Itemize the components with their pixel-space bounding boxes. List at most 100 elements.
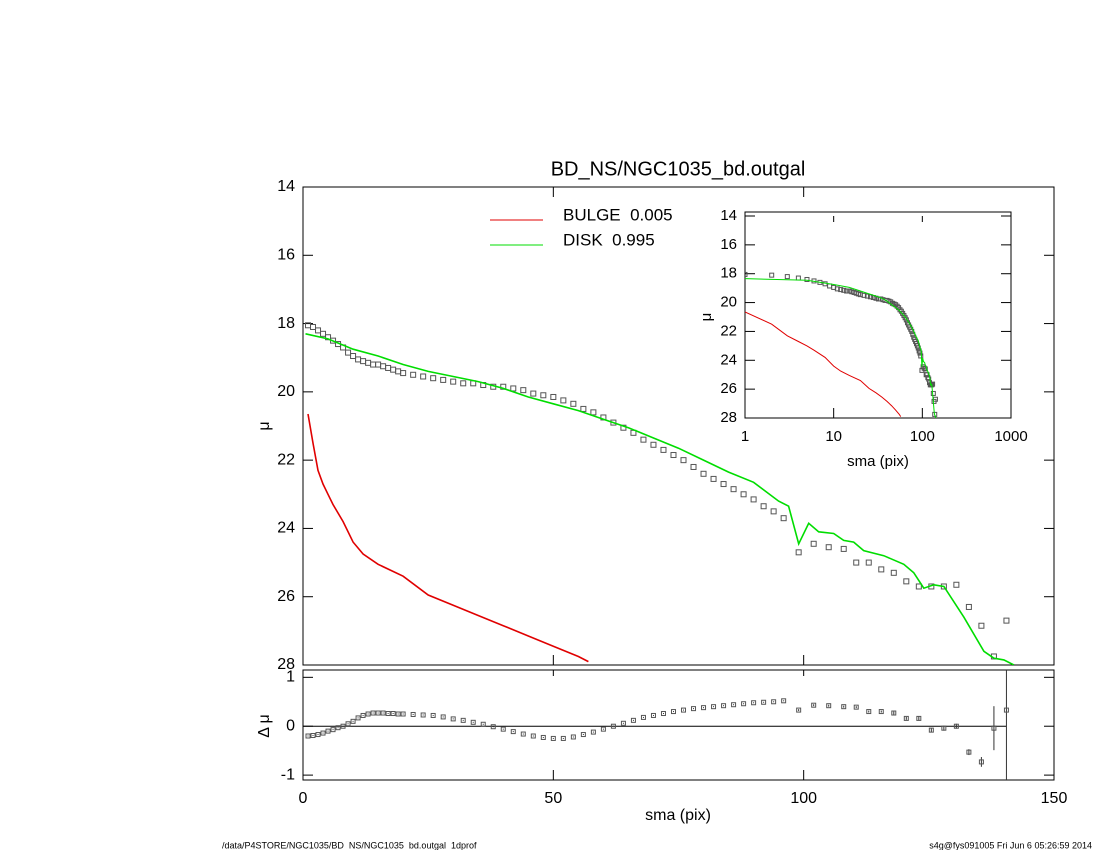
x-tick-label: 1000: [994, 428, 1027, 445]
residual-point: [410, 711, 416, 717]
model-line: [745, 311, 902, 417]
data-point: [520, 387, 527, 394]
residual-point: [560, 735, 566, 741]
model-line: [305, 333, 1015, 665]
residual-point: [978, 759, 984, 765]
residual-point: [400, 711, 406, 717]
data-point: [953, 581, 960, 588]
residual-point: [350, 718, 356, 724]
residual-point: [670, 709, 676, 715]
data-point: [670, 452, 677, 459]
residual-point: [430, 712, 436, 718]
legend-label: DISK 0.995: [563, 230, 655, 249]
x-tick-label: 100: [790, 790, 817, 807]
residual-point: [721, 703, 727, 709]
data-point: [550, 393, 557, 400]
data-point: [540, 392, 547, 399]
residual-point: [826, 703, 832, 709]
data-point: [590, 409, 597, 416]
residual-point: [510, 729, 516, 735]
legend-label: BULGE 0.005: [563, 205, 673, 224]
y-axis-label: μ: [256, 421, 273, 430]
y-tick-label: 24: [277, 520, 295, 537]
residual-point: [470, 719, 476, 725]
residual-point: [650, 712, 656, 718]
residual-point: [355, 715, 361, 721]
y-tick-label: -1: [281, 766, 295, 783]
residual-frame: [302, 669, 1055, 781]
y-tick-label: 24: [720, 351, 737, 368]
data-point: [780, 515, 787, 522]
residual-point: [360, 712, 366, 718]
y-tick-label: 14: [277, 178, 295, 195]
footer-right: s4g@fys091005 Fri Jun 6 05:26:59 2014: [929, 840, 1092, 850]
residual-point: [395, 711, 401, 717]
data-point: [922, 366, 928, 372]
residual-point: [315, 732, 321, 738]
data-point: [903, 578, 910, 585]
x-tick-label: 50: [544, 790, 562, 807]
inset-plot: [745, 271, 938, 418]
data-point: [320, 330, 327, 337]
data-point: [978, 622, 985, 629]
residual-point: [711, 704, 717, 710]
residual-point: [375, 710, 381, 716]
residual-plot: [303, 670, 1009, 780]
y-tick-label: 14: [720, 207, 737, 224]
y-tick-label: 26: [720, 380, 737, 397]
residual-point: [540, 734, 546, 740]
residual-point: [335, 725, 341, 731]
residual-point: [691, 706, 697, 712]
residual-point: [878, 709, 884, 715]
data-point: [345, 349, 352, 356]
data-point: [878, 566, 885, 573]
residual-point: [390, 711, 396, 717]
data-point: [385, 364, 392, 371]
residual-point: [460, 717, 466, 723]
residual-point: [916, 715, 922, 721]
residual-point: [600, 726, 606, 732]
residual-point: [781, 698, 787, 704]
model-line: [745, 278, 937, 418]
data-point: [894, 303, 900, 309]
data-point: [460, 380, 467, 387]
data-point: [355, 356, 362, 363]
residual-point: [325, 728, 331, 734]
data-point: [310, 323, 317, 330]
residual-point: [370, 710, 376, 716]
data-point: [510, 385, 517, 392]
data-point: [838, 287, 844, 293]
residual-point: [991, 725, 997, 731]
residual-point: [866, 709, 872, 715]
data-point: [810, 540, 817, 547]
residual-point: [320, 730, 326, 736]
data-point: [370, 361, 377, 368]
chart-title: BD_NS/NGC1035_bd.outgal: [551, 158, 806, 180]
residual-point: [380, 710, 386, 716]
inset-y-label: μ: [698, 313, 715, 322]
residual-point: [751, 700, 757, 706]
residual-point: [811, 702, 817, 708]
residual-point: [365, 711, 371, 717]
data-point: [1003, 617, 1010, 624]
residual-point: [841, 704, 847, 710]
data-point: [841, 287, 847, 293]
data-point: [915, 583, 922, 590]
residual-y-label: Δ μ: [256, 714, 273, 737]
residual-point: [340, 723, 346, 729]
residual-point: [796, 707, 802, 713]
data-point: [375, 361, 382, 368]
y-tick-label: 28: [720, 409, 737, 426]
data-point: [580, 405, 587, 412]
data-point: [315, 327, 322, 334]
y-tick-label: 18: [720, 265, 737, 282]
data-point: [650, 441, 657, 448]
footer-left: /data/P4STORE/NGC1035/BD_NS/NGC1035_bd.o…: [222, 840, 477, 850]
data-point: [400, 370, 407, 377]
y-tick-label: 20: [720, 294, 737, 311]
data-point: [350, 353, 357, 360]
residual-point: [345, 721, 351, 727]
residual-point: [701, 705, 707, 711]
residual-point: [610, 723, 616, 729]
residual-point: [590, 729, 596, 735]
